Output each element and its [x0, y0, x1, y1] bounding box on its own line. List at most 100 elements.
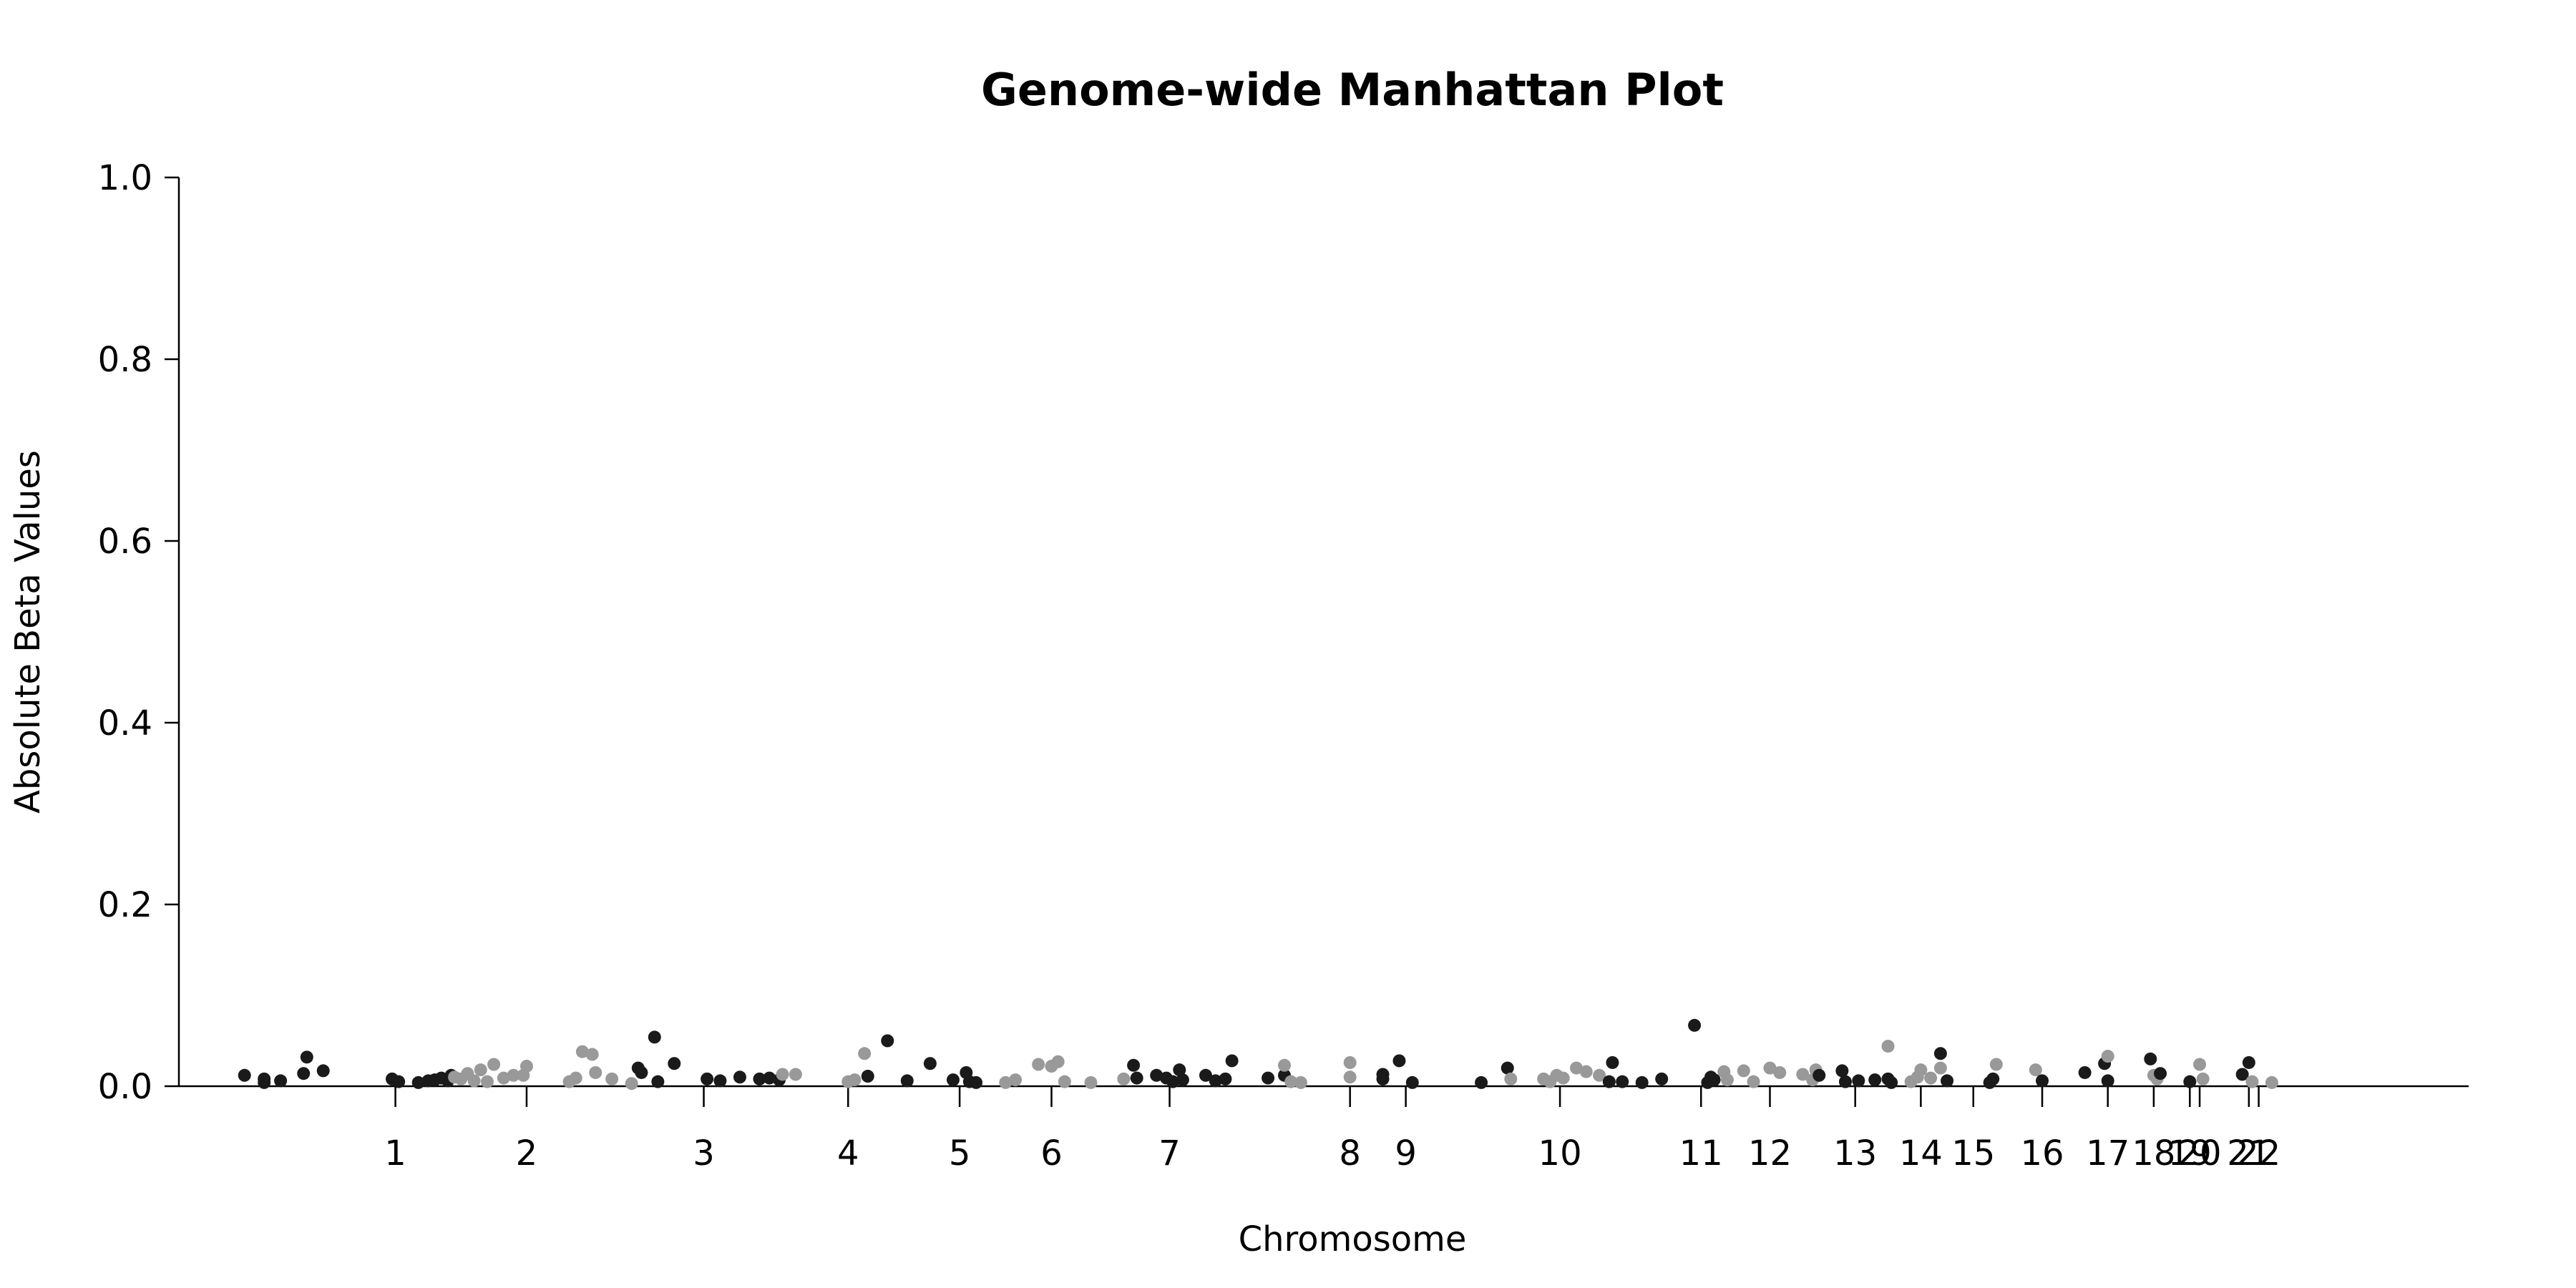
- data-point: [411, 1075, 425, 1089]
- data-point: [297, 1067, 311, 1080]
- data-point: [1737, 1064, 1750, 1078]
- data-point: [1343, 1055, 1357, 1069]
- x-tick-label: 16: [2020, 1133, 2064, 1174]
- data-point: [635, 1065, 648, 1079]
- data-point: [1277, 1058, 1291, 1072]
- y-tick-label: 1.0: [98, 158, 152, 198]
- data-point: [753, 1072, 766, 1085]
- data-point: [946, 1073, 960, 1087]
- data-point: [1835, 1064, 1849, 1078]
- data-point: [1173, 1063, 1186, 1077]
- data-point: [605, 1072, 619, 1085]
- x-axis-label: Chromosome: [1239, 1219, 1467, 1259]
- data-point: [1166, 1075, 1180, 1088]
- data-point: [392, 1075, 406, 1088]
- data-point: [2101, 1050, 2114, 1063]
- x-tick-label: 9: [1395, 1133, 1417, 1174]
- data-point: [1579, 1065, 1593, 1078]
- data-point: [1209, 1074, 1222, 1088]
- data-point: [2245, 1075, 2259, 1088]
- data-point: [1881, 1040, 1895, 1053]
- data-point: [1127, 1058, 1141, 1072]
- data-point: [1343, 1070, 1357, 1084]
- x-tick-label: 6: [1040, 1133, 1063, 1174]
- data-point: [1868, 1073, 1882, 1087]
- data-points: [238, 1018, 2278, 1091]
- y-tick-label: 0.4: [98, 703, 152, 743]
- data-point: [585, 1048, 599, 1061]
- data-point: [467, 1074, 481, 1088]
- chart-title: Genome-wide Manhattan Plot: [981, 64, 1724, 116]
- data-point: [274, 1074, 288, 1088]
- data-point: [2154, 1067, 2167, 1080]
- x-tick-label: 5: [949, 1133, 971, 1174]
- x-tick-label: 13: [1833, 1133, 1877, 1174]
- data-point: [2235, 1068, 2249, 1081]
- data-point: [1294, 1075, 1307, 1089]
- data-point: [789, 1068, 802, 1081]
- data-point: [1475, 1075, 1488, 1089]
- data-point: [497, 1071, 510, 1085]
- data-point: [575, 1045, 589, 1058]
- data-point: [519, 1060, 533, 1073]
- data-point: [1606, 1055, 1619, 1069]
- data-point: [1941, 1074, 1954, 1088]
- data-point: [1720, 1073, 1734, 1087]
- data-point: [625, 1077, 638, 1091]
- y-tick-label: 0.6: [98, 522, 152, 562]
- data-point: [1504, 1072, 1518, 1085]
- data-point: [1084, 1075, 1098, 1089]
- data-point: [1556, 1071, 1570, 1085]
- x-tick-label: 17: [2086, 1133, 2129, 1174]
- data-point: [1593, 1068, 1606, 1082]
- data-point: [2183, 1075, 2197, 1088]
- y-tick-label: 0.2: [98, 885, 152, 925]
- data-point: [300, 1050, 313, 1064]
- y-tick-label: 0.8: [98, 340, 152, 380]
- data-point: [589, 1065, 602, 1079]
- x-tick-label: 20: [2178, 1133, 2222, 1174]
- data-point: [858, 1047, 872, 1060]
- data-point: [569, 1071, 582, 1085]
- data-point: [1655, 1072, 1669, 1085]
- x-tick-label: 18: [2132, 1133, 2175, 1174]
- data-point: [2036, 1074, 2049, 1088]
- data-point: [2265, 1075, 2278, 1089]
- data-point: [1616, 1075, 1629, 1088]
- data-point: [1199, 1068, 1212, 1082]
- data-point: [1117, 1072, 1131, 1085]
- data-point: [1885, 1075, 1898, 1089]
- data-point: [1914, 1063, 1928, 1077]
- data-point: [1986, 1072, 2000, 1085]
- data-point: [1284, 1075, 1298, 1088]
- x-tick-label: 10: [1538, 1133, 1582, 1174]
- data-point: [900, 1074, 914, 1088]
- x-tick-label: 4: [837, 1133, 859, 1174]
- data-point: [480, 1075, 494, 1088]
- y-axis-label: Absolute Beta Values: [8, 450, 48, 814]
- data-point: [1051, 1055, 1065, 1068]
- data-point: [776, 1068, 789, 1081]
- data-point: [1392, 1054, 1406, 1068]
- data-point: [1262, 1071, 1275, 1085]
- data-point: [1796, 1068, 1810, 1081]
- data-point: [1773, 1065, 1787, 1079]
- data-point: [1225, 1054, 1239, 1068]
- data-point: [651, 1075, 665, 1088]
- x-tick-label: 22: [2237, 1133, 2280, 1174]
- data-point: [2144, 1052, 2157, 1065]
- data-point: [1707, 1073, 1721, 1087]
- data-point: [1989, 1058, 2003, 1071]
- data-point: [970, 1075, 983, 1089]
- data-point: [1602, 1075, 1616, 1088]
- data-point: [1924, 1071, 1938, 1085]
- x-tick-label: 12: [1748, 1133, 1792, 1174]
- data-point: [713, 1074, 727, 1088]
- data-point: [2193, 1058, 2207, 1071]
- data-point: [861, 1070, 874, 1083]
- data-point: [848, 1073, 862, 1087]
- data-point: [1130, 1071, 1143, 1085]
- x-tick-label: 19: [2168, 1133, 2212, 1174]
- data-point: [2196, 1072, 2210, 1085]
